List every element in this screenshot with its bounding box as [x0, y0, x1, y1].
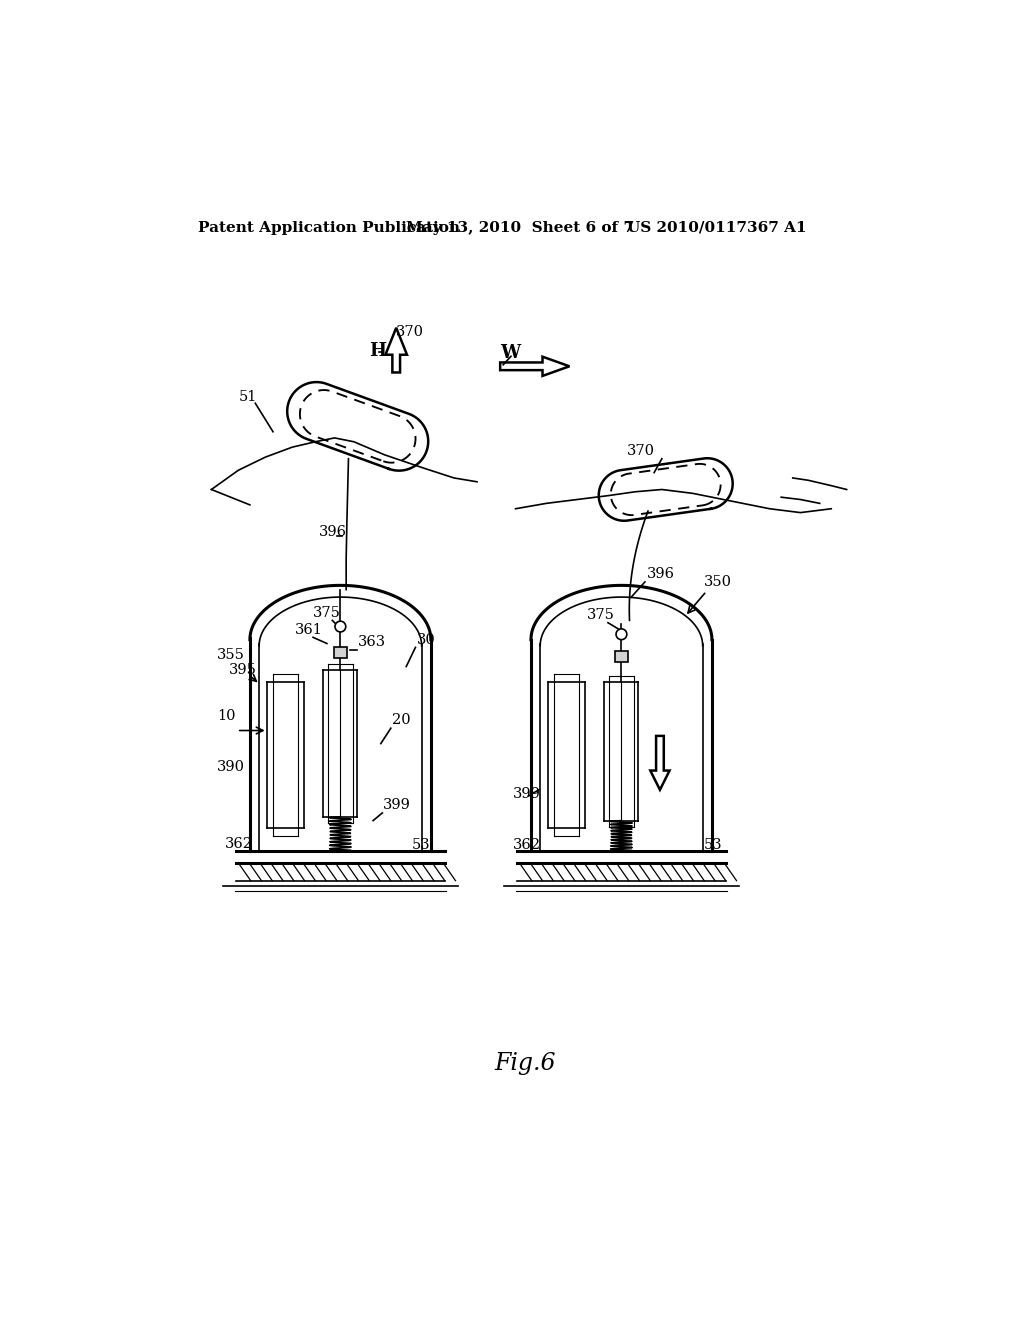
- Text: 396: 396: [646, 568, 675, 581]
- Text: 362: 362: [513, 838, 542, 853]
- Text: 395: 395: [229, 664, 257, 677]
- Text: Fig.6: Fig.6: [494, 1052, 556, 1074]
- Text: 30: 30: [417, 632, 436, 647]
- Circle shape: [335, 622, 346, 632]
- Text: 396: 396: [319, 525, 347, 539]
- Circle shape: [616, 628, 627, 640]
- Text: 399: 399: [513, 787, 541, 800]
- Text: H: H: [370, 342, 386, 360]
- Bar: [615, 651, 628, 663]
- Text: W: W: [500, 345, 520, 362]
- Bar: [334, 647, 346, 659]
- Text: 10: 10: [217, 710, 236, 723]
- Text: 53: 53: [705, 838, 723, 853]
- Text: Patent Application Publication: Patent Application Publication: [199, 220, 461, 235]
- Text: May 13, 2010  Sheet 6 of 7: May 13, 2010 Sheet 6 of 7: [407, 220, 634, 235]
- Text: 355: 355: [217, 648, 245, 661]
- Text: 20: 20: [392, 713, 411, 727]
- Text: 362: 362: [224, 837, 253, 850]
- Polygon shape: [650, 737, 670, 789]
- Text: 370: 370: [628, 444, 655, 458]
- Text: 390: 390: [217, 759, 245, 774]
- Text: 53: 53: [412, 838, 430, 853]
- Text: 363: 363: [357, 635, 386, 649]
- Text: 361: 361: [295, 623, 323, 638]
- Text: 350: 350: [705, 574, 732, 589]
- Text: 375: 375: [313, 606, 341, 619]
- Text: US 2010/0117367 A1: US 2010/0117367 A1: [628, 220, 807, 235]
- Text: 51: 51: [239, 389, 257, 404]
- Polygon shape: [500, 356, 569, 376]
- Polygon shape: [385, 327, 407, 372]
- Text: 370: 370: [396, 325, 424, 339]
- Text: 399: 399: [383, 799, 411, 812]
- Text: 375: 375: [587, 609, 615, 622]
